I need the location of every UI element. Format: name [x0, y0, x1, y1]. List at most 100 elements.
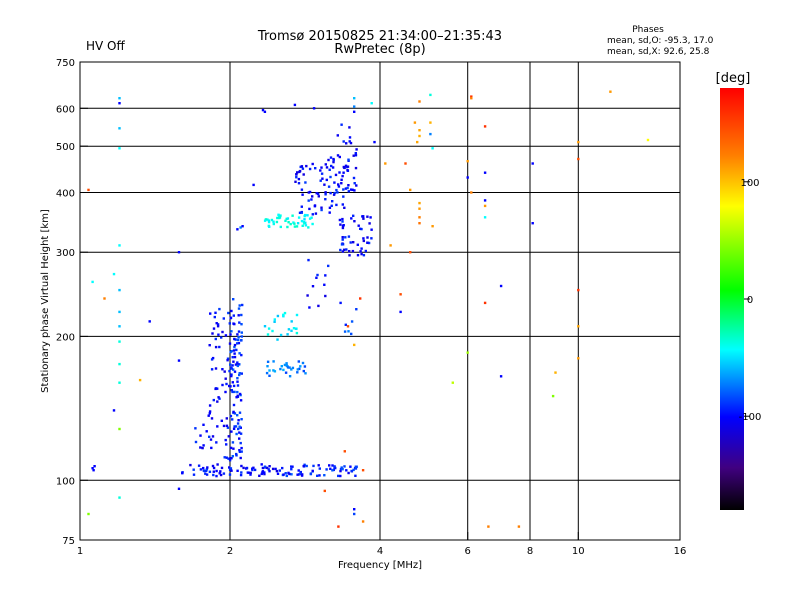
data-point	[315, 276, 318, 279]
data-point	[118, 127, 121, 130]
data-point	[272, 222, 275, 226]
data-point	[239, 432, 243, 435]
data-point	[237, 314, 240, 317]
data-points	[87, 90, 650, 528]
data-point	[230, 430, 233, 433]
data-point	[232, 447, 235, 450]
data-point	[296, 171, 299, 174]
data-point	[228, 384, 231, 388]
data-point	[361, 520, 365, 523]
hv-status-label: HV Off	[86, 39, 125, 53]
data-point	[293, 222, 296, 225]
data-point	[235, 396, 238, 399]
data-point	[359, 297, 362, 300]
data-point	[252, 183, 255, 187]
data-point	[236, 361, 239, 364]
data-point	[295, 331, 299, 335]
data-point	[305, 464, 308, 468]
data-point	[238, 450, 242, 453]
data-point	[334, 466, 337, 470]
data-point	[301, 473, 304, 476]
data-point	[349, 465, 352, 468]
data-point	[211, 435, 215, 438]
data-point	[355, 148, 358, 151]
data-point	[352, 214, 355, 217]
data-point	[272, 220, 275, 223]
x-tick-label: 16	[674, 546, 687, 557]
data-point	[340, 466, 343, 469]
data-point	[202, 423, 205, 426]
data-point	[233, 337, 236, 341]
data-point	[332, 193, 336, 196]
data-point	[225, 443, 228, 446]
data-point	[331, 200, 334, 203]
data-point	[323, 183, 326, 186]
data-point	[231, 418, 234, 421]
data-point	[329, 156, 333, 159]
data-point	[264, 218, 268, 221]
data-point	[237, 307, 241, 310]
data-point	[224, 334, 228, 337]
data-point	[325, 166, 329, 169]
data-point	[211, 356, 215, 360]
data-point	[429, 121, 432, 124]
data-point	[236, 380, 239, 383]
data-point	[356, 254, 360, 257]
data-point	[118, 288, 121, 292]
data-point	[245, 466, 249, 470]
data-point	[229, 316, 233, 319]
data-point	[300, 219, 304, 223]
data-point	[230, 389, 233, 392]
data-point	[216, 463, 219, 466]
data-point	[366, 241, 369, 244]
data-point	[341, 250, 345, 253]
data-point	[577, 357, 580, 360]
data-point	[367, 241, 371, 245]
data-point	[316, 474, 319, 477]
data-point	[340, 182, 343, 185]
data-point	[302, 220, 306, 224]
data-point	[353, 97, 356, 100]
data-point	[240, 418, 243, 421]
data-point	[315, 192, 318, 195]
data-point	[295, 176, 298, 179]
data-point	[239, 426, 242, 429]
data-point	[225, 424, 229, 427]
data-point	[202, 469, 205, 472]
data-point	[217, 396, 220, 399]
data-point	[300, 211, 303, 214]
data-point	[288, 375, 292, 378]
data-point	[303, 365, 307, 368]
data-point	[223, 456, 226, 459]
data-point	[93, 465, 96, 468]
data-point	[466, 160, 469, 163]
data-point	[318, 474, 321, 477]
data-point	[237, 330, 241, 333]
data-point	[345, 469, 348, 472]
data-point	[205, 430, 208, 433]
data-point	[207, 414, 210, 417]
data-point	[370, 102, 373, 105]
data-point	[230, 309, 233, 313]
data-point	[118, 102, 121, 105]
data-point	[229, 446, 233, 450]
data-point	[267, 468, 270, 471]
data-point	[303, 222, 306, 225]
data-point	[339, 474, 342, 478]
data-point	[362, 254, 366, 257]
data-point	[329, 175, 332, 179]
data-point	[354, 166, 358, 170]
data-point	[249, 471, 252, 475]
data-point	[212, 327, 216, 330]
data-point	[347, 330, 350, 333]
data-point	[222, 317, 225, 320]
data-point	[354, 153, 358, 156]
data-point	[266, 218, 269, 221]
data-point	[577, 325, 580, 328]
data-point	[320, 208, 323, 212]
data-point	[236, 333, 239, 336]
data-point	[220, 419, 223, 422]
data-point	[209, 312, 212, 315]
data-point	[268, 465, 271, 468]
data-point	[210, 417, 214, 420]
